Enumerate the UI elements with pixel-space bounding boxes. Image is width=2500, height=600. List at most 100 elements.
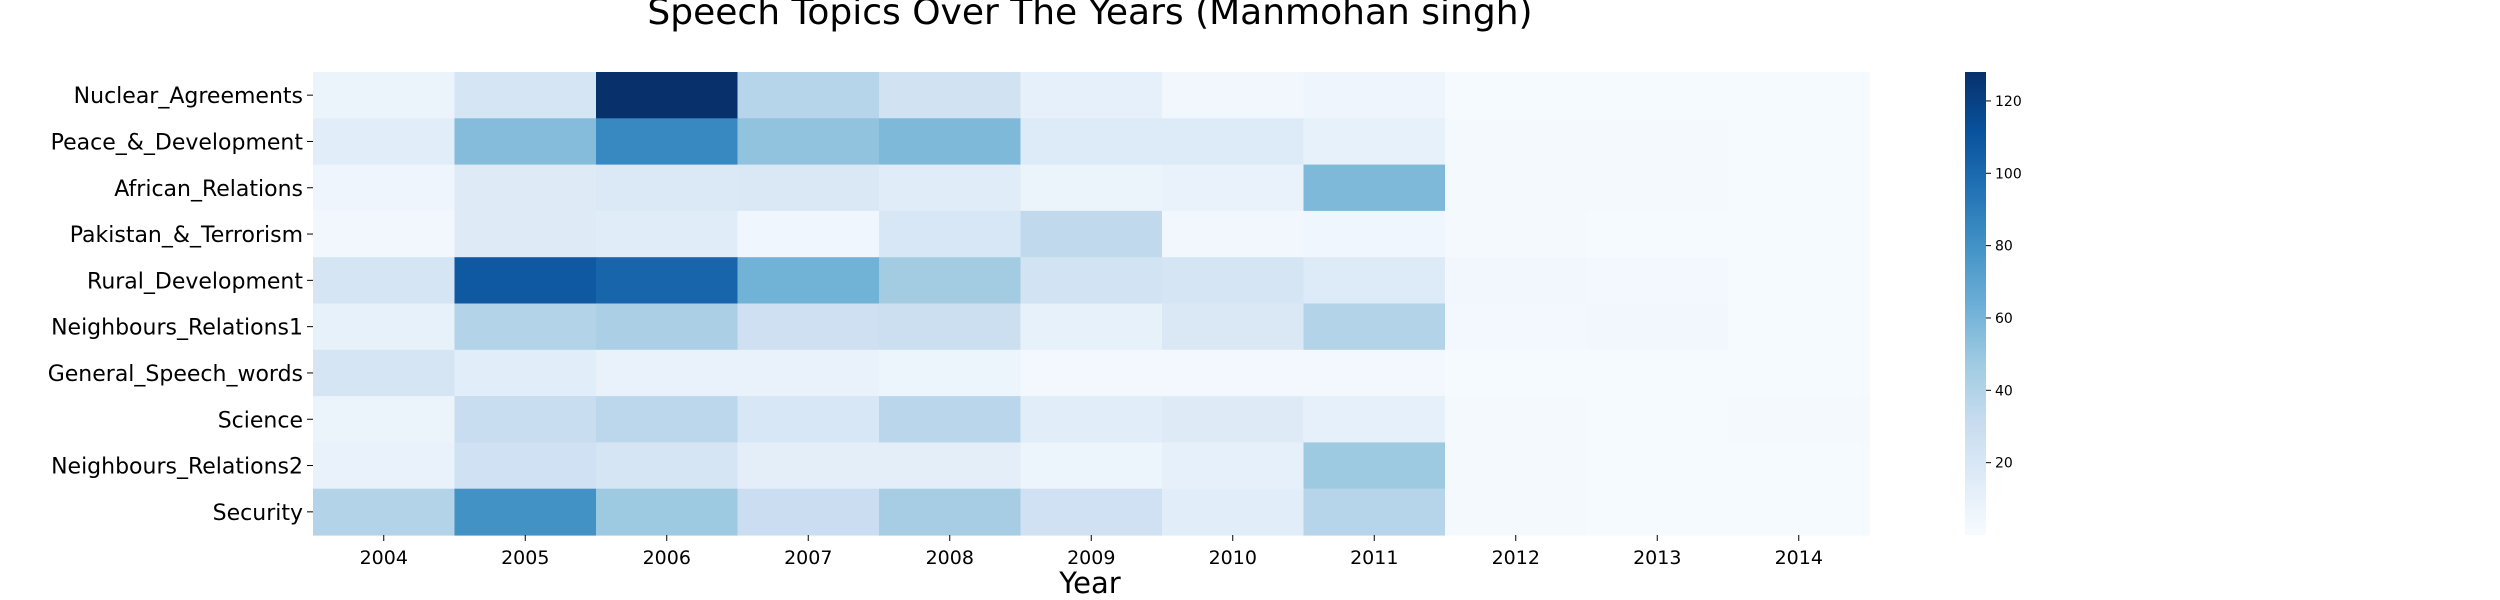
heatmap-cell xyxy=(1162,488,1305,536)
heatmap-cell xyxy=(737,349,880,397)
y-tick-label: Rural_Development xyxy=(87,269,303,294)
heatmap-cell xyxy=(1162,349,1305,397)
heatmap-cell xyxy=(313,210,456,258)
heatmap-cell xyxy=(1445,210,1588,258)
heatmap-cell xyxy=(313,164,456,212)
heatmap-cell xyxy=(1162,210,1305,258)
heatmap-cell xyxy=(1728,164,1871,212)
heatmap-cell xyxy=(1728,396,1871,443)
heatmap-cell xyxy=(596,164,739,212)
heatmap-cell xyxy=(1162,303,1305,351)
x-axis-title: Year xyxy=(1058,566,1120,600)
heatmap-cell xyxy=(1728,349,1871,397)
x-tick-label: 2005 xyxy=(501,547,549,569)
heatmap-cell xyxy=(313,257,456,305)
heatmap-cell xyxy=(596,118,739,166)
x-tick-label: 2004 xyxy=(360,547,408,569)
heatmap-cell xyxy=(1303,396,1446,443)
y-tick-label: Pakistan_&_Terrorism xyxy=(70,223,303,248)
heatmap-cell xyxy=(1445,257,1588,305)
heatmap-cell xyxy=(454,488,597,536)
heatmap-cell xyxy=(1162,442,1305,490)
heatmap-cell xyxy=(1445,349,1588,397)
heatmap-cell xyxy=(313,442,456,490)
heatmap-cell xyxy=(1728,488,1871,536)
heatmap-cell xyxy=(454,72,597,119)
heatmap-cell xyxy=(1303,210,1446,258)
heatmap-cell xyxy=(1445,396,1588,443)
heatmap-cell xyxy=(1728,118,1871,166)
heatmap-cell xyxy=(1586,488,1729,536)
heatmap-cell xyxy=(1162,396,1305,443)
heatmap-cell xyxy=(1586,210,1729,258)
chart-title: Speech Topics Over The Years (Manmohan s… xyxy=(647,0,1532,33)
heatmap-cell xyxy=(737,396,880,443)
x-tick-label: 2013 xyxy=(1633,547,1681,569)
heatmap-cell xyxy=(1162,118,1305,166)
heatmap-cell xyxy=(1020,303,1163,351)
heatmap-cell xyxy=(737,257,880,305)
heatmap-cell xyxy=(737,442,880,490)
heatmap-cell xyxy=(737,164,880,212)
heatmap-cell xyxy=(1586,396,1729,443)
heatmap-cell xyxy=(1586,442,1729,490)
colorbar-gradient xyxy=(1965,72,1986,535)
heatmap-cell xyxy=(1586,303,1729,351)
heatmap-cell xyxy=(1020,164,1163,212)
y-tick-label: Security xyxy=(213,501,303,526)
heatmap-cell xyxy=(454,118,597,166)
heatmap-cell xyxy=(879,488,1022,536)
heatmap-cell xyxy=(454,349,597,397)
heatmap-cell xyxy=(879,257,1022,305)
heatmap-cell xyxy=(313,488,456,536)
heatmap-cell xyxy=(1303,164,1446,212)
colorbar-tick-label: 120 xyxy=(1995,94,2022,110)
colorbar-tick-label: 60 xyxy=(1995,311,2013,327)
colorbar-tick-label: 20 xyxy=(1995,456,2013,472)
heatmap-cell xyxy=(596,442,739,490)
colorbar-tick-label: 40 xyxy=(1995,383,2013,399)
heatmap-cell xyxy=(1303,488,1446,536)
heatmap-cell xyxy=(454,303,597,351)
heatmap-cell xyxy=(1020,210,1163,258)
heatmap-cell xyxy=(1020,488,1163,536)
heatmap-cell xyxy=(737,210,880,258)
heatmap-cell xyxy=(879,118,1022,166)
heatmap-cell xyxy=(1020,257,1163,305)
heatmap-cell xyxy=(313,349,456,397)
heatmap-cell xyxy=(1445,488,1588,536)
x-tick-label: 2007 xyxy=(784,547,832,569)
heatmap-cell xyxy=(1020,118,1163,166)
heatmap-cell xyxy=(1445,303,1588,351)
heatmap-cell xyxy=(454,396,597,443)
heatmap-cell xyxy=(1162,72,1305,119)
x-tick-label: 2010 xyxy=(1209,547,1257,569)
heatmap-cell xyxy=(454,164,597,212)
x-tick-label: 2006 xyxy=(643,547,691,569)
heatmap-cell xyxy=(879,396,1022,443)
heatmap-cell xyxy=(879,349,1022,397)
heatmap-cell xyxy=(1586,118,1729,166)
heatmap-cell xyxy=(1586,257,1729,305)
colorbar-tick-label: 80 xyxy=(1995,239,2013,255)
heatmap-cell xyxy=(1445,118,1588,166)
y-tick-label: African_Relations xyxy=(114,177,303,202)
y-tick-label: General_Speech_words xyxy=(48,362,303,387)
heatmap-cell xyxy=(596,396,739,443)
heatmap-cell xyxy=(1303,442,1446,490)
colorbar: 20 40 60 80 100 120 xyxy=(1965,72,2022,535)
heatmap-cell xyxy=(1303,72,1446,119)
heatmap-cell xyxy=(596,303,739,351)
heatmap-cell xyxy=(1020,442,1163,490)
x-tick-label: 2012 xyxy=(1492,547,1540,569)
heatmap-cell xyxy=(596,257,739,305)
heatmap-cell xyxy=(313,118,456,166)
heatmap-cell xyxy=(1728,72,1871,119)
heatmap-cell xyxy=(879,210,1022,258)
heatmap-cell xyxy=(1303,303,1446,351)
heatmap-cell xyxy=(1303,257,1446,305)
heatmap-cell xyxy=(879,303,1022,351)
heatmap-cell xyxy=(737,72,880,119)
heatmap-cell xyxy=(454,442,597,490)
